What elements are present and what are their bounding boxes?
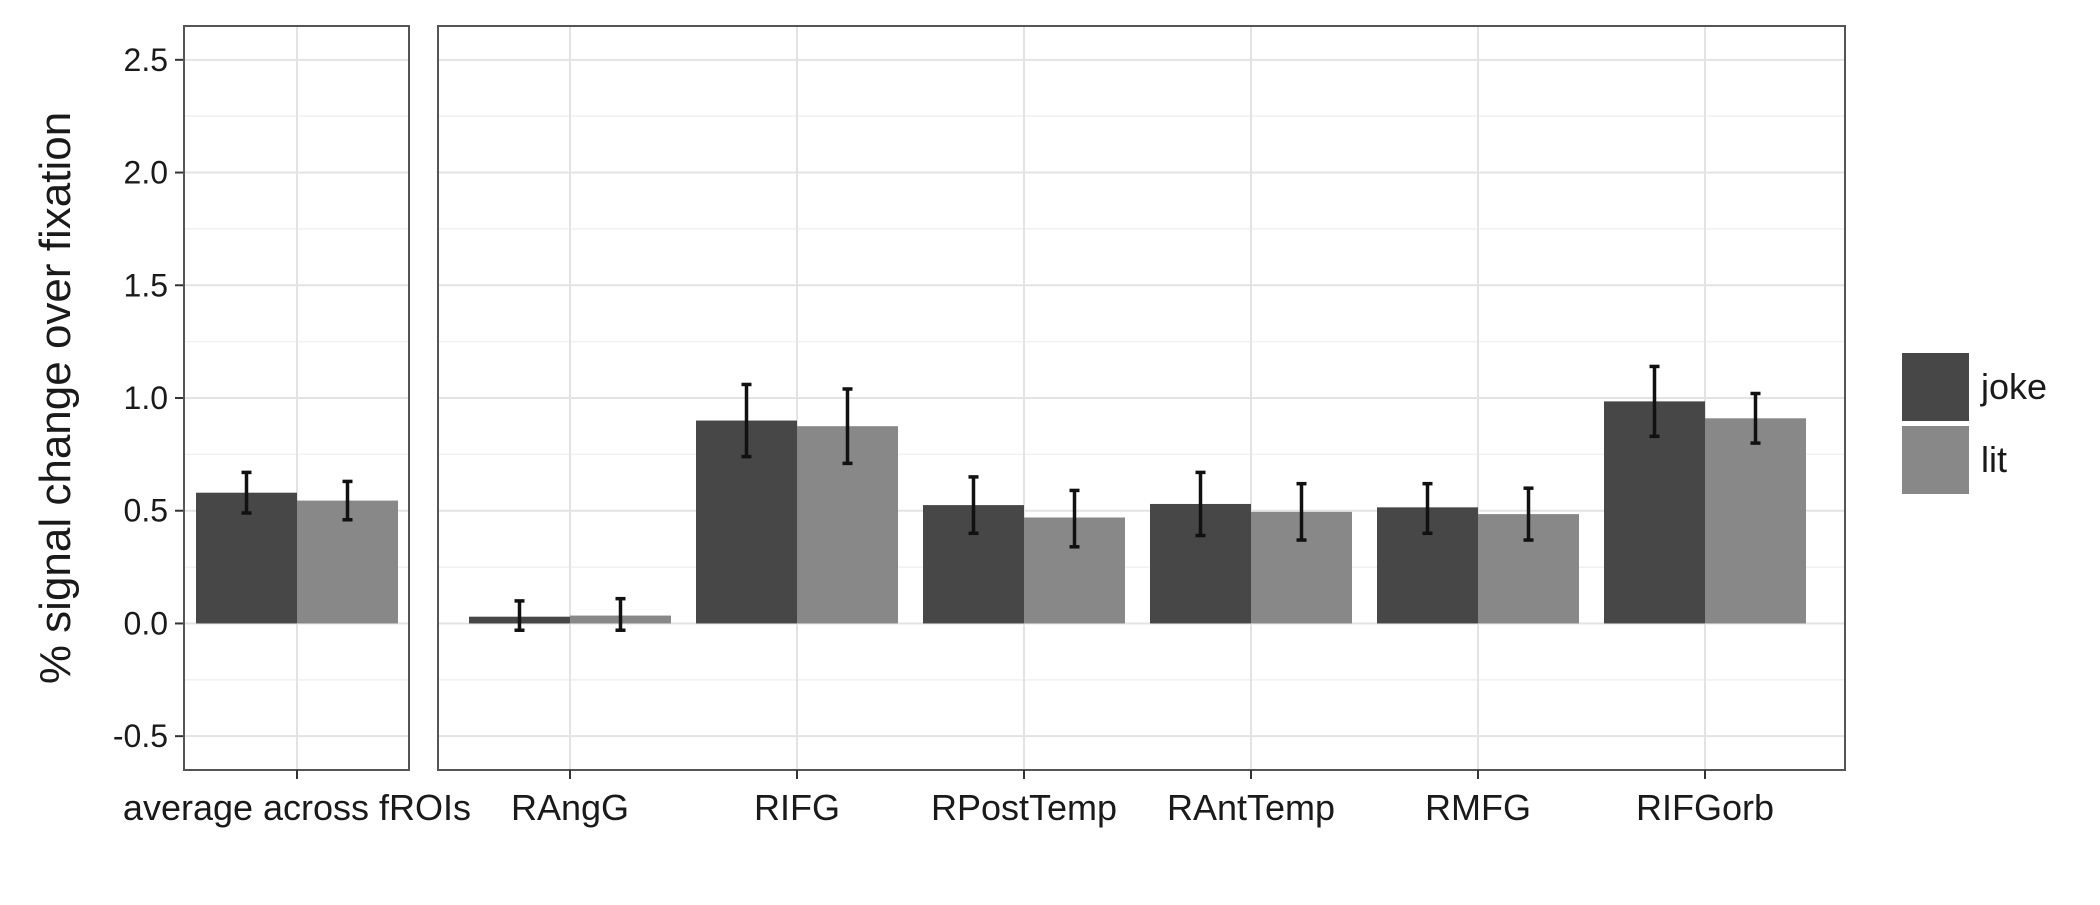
y-tick-label: 0.0 [124,605,168,641]
panel-border [437,25,1846,771]
x-tick-label: average across fROIs [123,787,471,828]
x-tick-label: RAngG [511,787,629,828]
legend-key-lit [1902,426,1969,494]
bar-joke-RIFGorb [1604,401,1705,624]
x-tick-label: RAntTemp [1167,787,1335,828]
y-tick-label: 1.5 [124,267,168,303]
panel-2: RAngG RIFG RPostTemp RAntTemp RMFG RIFGorb [437,25,1846,828]
bar-lit-RIFGorb [1705,418,1806,624]
panel-1: average across fROIs [123,25,471,828]
y-tick-label: 2.0 [124,155,168,191]
legend-label-joke: joke [1980,366,2047,407]
x-tick-label: RIFG [754,787,840,828]
legend-key-joke [1902,353,1969,421]
x-tick-label: RPostTemp [931,787,1117,828]
x-tick-label: RMFG [1425,787,1531,828]
y-axis-title: % signal change over fixation [31,112,80,684]
legend-label-lit: lit [1981,439,2007,480]
legend: joke lit [1902,353,2047,494]
y-tick-label: -0.5 [113,718,168,754]
y-tick-label: 2.5 [124,42,168,78]
y-tick-label: 0.5 [124,493,168,529]
y-tick-label: 1.0 [124,380,168,416]
x-tick-label: RIFGorb [1636,787,1774,828]
